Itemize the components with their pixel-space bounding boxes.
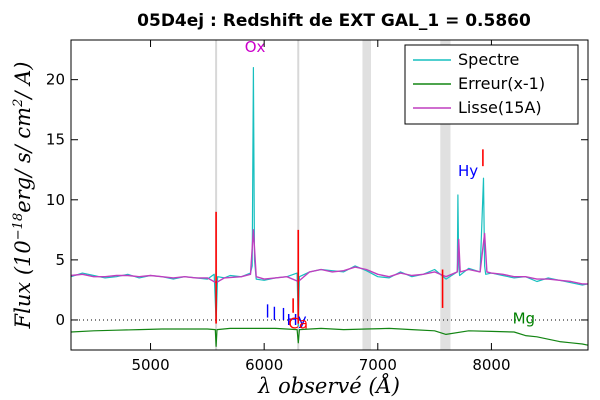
chart-title: 05D4ej : Redshift de EXT GAL_1 = 0.5860 [137,11,531,31]
sky-band [362,40,371,350]
y-axis-label-exponent: −18 [11,213,26,240]
line-annotation: Hy [286,311,306,329]
line-annotation: Mg [513,310,535,328]
plot-frame [70,39,589,351]
series-erreur [70,327,589,347]
red-marks-group [215,149,484,324]
y-tick-label: 0 [55,311,65,329]
y-axis-label-suffix2: / A) [11,62,35,101]
line-annotation: Ca [288,314,308,332]
line-annotation: Ox [245,38,266,56]
x-tick-label: 5000 [131,356,169,374]
x-ticks: 5000 6000 7000 8000 [131,40,511,374]
y-tick-label: 20 [46,71,65,89]
series-lisse [70,229,588,285]
y-tick-label: 15 [46,131,65,149]
x-tick-label: 7000 [359,356,397,374]
y-axis-label-suffix: erg/ s/ cm [11,107,35,213]
y-tick-label: 5 [55,251,65,269]
line-annotation: Hy [458,162,478,180]
legend-label-erreur: Erreur(x-1) [458,74,545,93]
series-group [70,66,589,347]
y-tick-label: 10 [46,191,65,209]
x-tick-label: 8000 [472,356,510,374]
sky-band [440,40,451,350]
y-ticks: 0 5 10 15 20 [46,71,588,329]
legend: Spectre Erreur(x-1) Lisse(15A) [404,44,579,125]
x-tick-label: 6000 [245,356,283,374]
y-axis-label: Flux (10−18erg/ s/ cm2/ A) [11,62,35,330]
legend-label-spectre: Spectre [458,50,519,69]
y-axis-label-exponent2: 2 [11,99,26,108]
legend-label-lisse: Lisse(15A) [458,98,542,117]
x-axis-label: λ observé (Å) [257,373,400,398]
y-axis-label-prefix: Flux (10 [11,240,35,329]
